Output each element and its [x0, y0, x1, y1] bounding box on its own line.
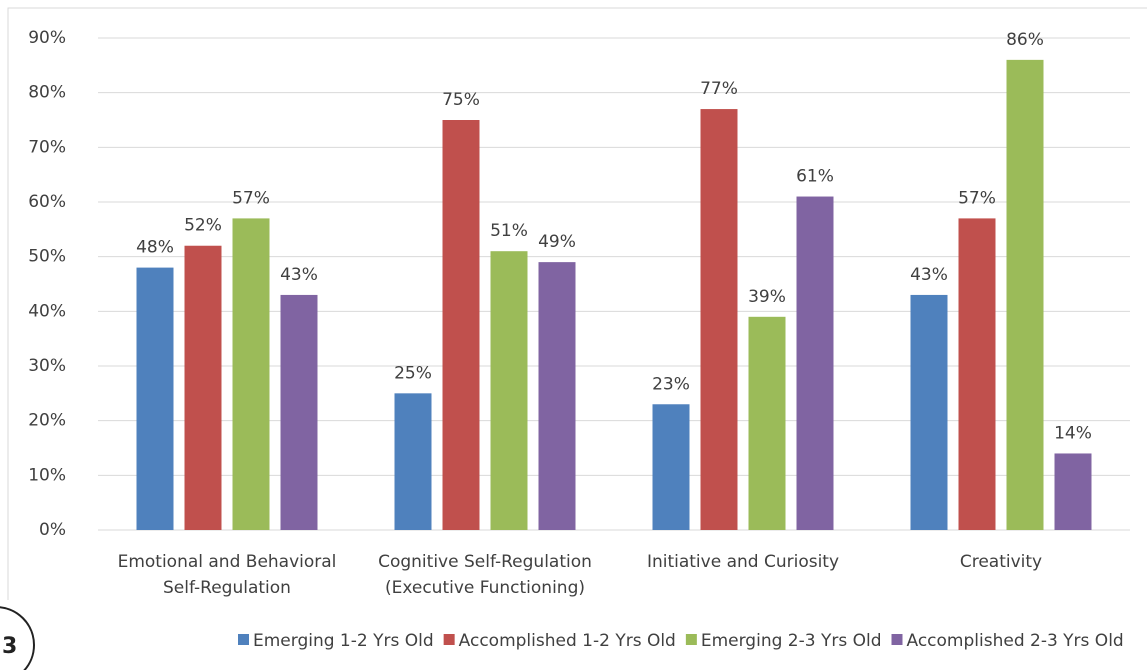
legend-swatch [238, 634, 249, 645]
legend-label: Accomplished 2-3 Yrs Old [907, 631, 1124, 651]
y-tick-label: 90% [28, 28, 66, 48]
bar [700, 109, 738, 531]
y-tick-label: 10% [28, 465, 66, 485]
x-tick-label: Cognitive Self-Regulation [378, 552, 592, 572]
data-label: 57% [958, 188, 996, 208]
bar [958, 218, 996, 530]
y-tick-label: 70% [28, 137, 66, 157]
bar [136, 267, 174, 530]
bar [232, 218, 270, 530]
data-label: 48% [136, 238, 174, 258]
data-label: 43% [910, 265, 948, 285]
data-label: 14% [1054, 423, 1092, 443]
bar [490, 251, 528, 530]
data-label: 52% [184, 216, 222, 236]
y-tick-label: 60% [28, 192, 66, 212]
data-label: 25% [394, 363, 432, 383]
bar [394, 393, 432, 530]
y-tick-label: 80% [28, 83, 66, 103]
data-label: 43% [280, 265, 318, 285]
bar [184, 245, 222, 530]
bar [796, 196, 834, 531]
data-label: 57% [232, 188, 270, 208]
legend-swatch [685, 634, 697, 645]
bar [652, 404, 690, 530]
y-tick-label: 30% [28, 356, 66, 376]
x-tick-label: Creativity [960, 552, 1042, 572]
legend-label: Emerging 1-2 Yrs Old [253, 631, 434, 651]
y-tick-label: 20% [28, 411, 66, 431]
data-label: 23% [652, 374, 690, 394]
data-label: 49% [538, 232, 576, 252]
bar [748, 316, 786, 530]
x-tick-label: Emotional and Behavioral [118, 552, 337, 572]
bar [1054, 453, 1092, 530]
x-tick-label: Self-Regulation [163, 578, 291, 598]
bar [910, 294, 948, 530]
bar [280, 294, 318, 530]
y-tick-label: 0% [39, 520, 66, 540]
legend-label: Emerging 2-3 Yrs Old [701, 631, 882, 651]
data-label: 86% [1006, 30, 1044, 50]
data-label: 77% [700, 79, 738, 99]
legend-swatch [443, 634, 455, 645]
data-label: 51% [490, 221, 528, 241]
legend-label: Accomplished 1-2 Yrs Old [459, 631, 676, 651]
page-number: 3 [2, 634, 17, 659]
data-label: 39% [748, 287, 786, 307]
bar [442, 120, 480, 530]
x-tick-label: Initiative and Curiosity [647, 552, 839, 572]
bar [538, 262, 576, 530]
data-label: 61% [796, 167, 834, 187]
data-label: 75% [442, 90, 480, 110]
page-badge [0, 606, 35, 670]
x-tick-label: (Executive Functioning) [385, 578, 585, 598]
chart-frame [7, 7, 1147, 600]
legend-swatch [891, 634, 903, 645]
bar [1006, 59, 1044, 530]
y-tick-label: 40% [28, 301, 66, 321]
y-tick-label: 50% [28, 247, 66, 267]
